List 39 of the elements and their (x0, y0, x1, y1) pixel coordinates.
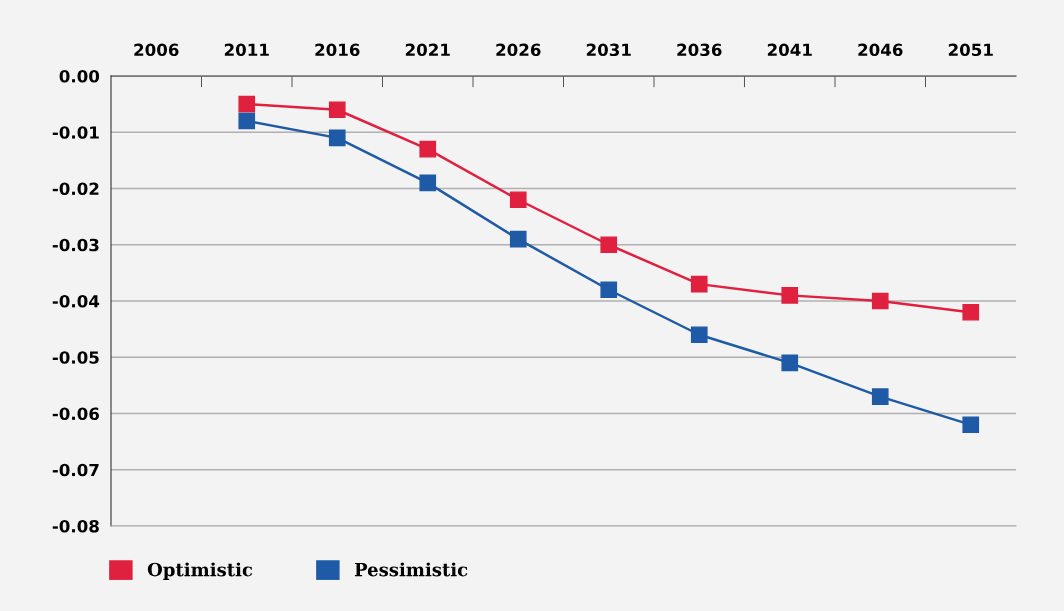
point (509, 230, 527, 248)
x-tick-label: 2006 (134, 43, 179, 57)
point (871, 388, 889, 405)
point (328, 129, 346, 147)
point (962, 416, 980, 434)
y-tick-label: -0.04 (52, 294, 100, 308)
y-tick-label: -0.07 (52, 463, 99, 477)
point (600, 281, 618, 299)
point (419, 140, 437, 158)
y-tick-label: 0.00 (59, 69, 100, 83)
legend-label: Optimistic (147, 562, 253, 580)
point (509, 191, 527, 209)
x-tick-label: 2016 (315, 43, 360, 57)
point (690, 326, 708, 344)
point (600, 236, 618, 254)
point (781, 287, 799, 304)
y-tick-label: -0.03 (52, 238, 99, 252)
x-tick-label: 2031 (586, 43, 631, 57)
x-tick-label: 2046 (858, 43, 903, 57)
y-tick-label: -0.01 (52, 126, 99, 139)
x-tick-label: 2041 (767, 43, 812, 57)
point (238, 95, 256, 113)
point (328, 101, 346, 119)
point (419, 174, 437, 192)
x-tick-label: 2021 (405, 43, 450, 57)
x-tick-label: 2011 (224, 43, 269, 57)
y-tick-label: -0.02 (52, 182, 99, 196)
point (871, 292, 889, 310)
legend-label: Pessimistic (354, 562, 468, 577)
point (962, 303, 980, 321)
y-tick-label: -0.06 (52, 407, 99, 421)
y-tick-label: -0.08 (52, 519, 99, 533)
x-tick-label: 2036 (677, 43, 722, 57)
x-tick-label: 2051 (948, 43, 993, 57)
y-tick-label: -0.05 (52, 351, 99, 364)
point (690, 275, 708, 293)
point (238, 112, 256, 130)
point (781, 354, 799, 372)
x-tick-label: 2026 (496, 43, 541, 57)
